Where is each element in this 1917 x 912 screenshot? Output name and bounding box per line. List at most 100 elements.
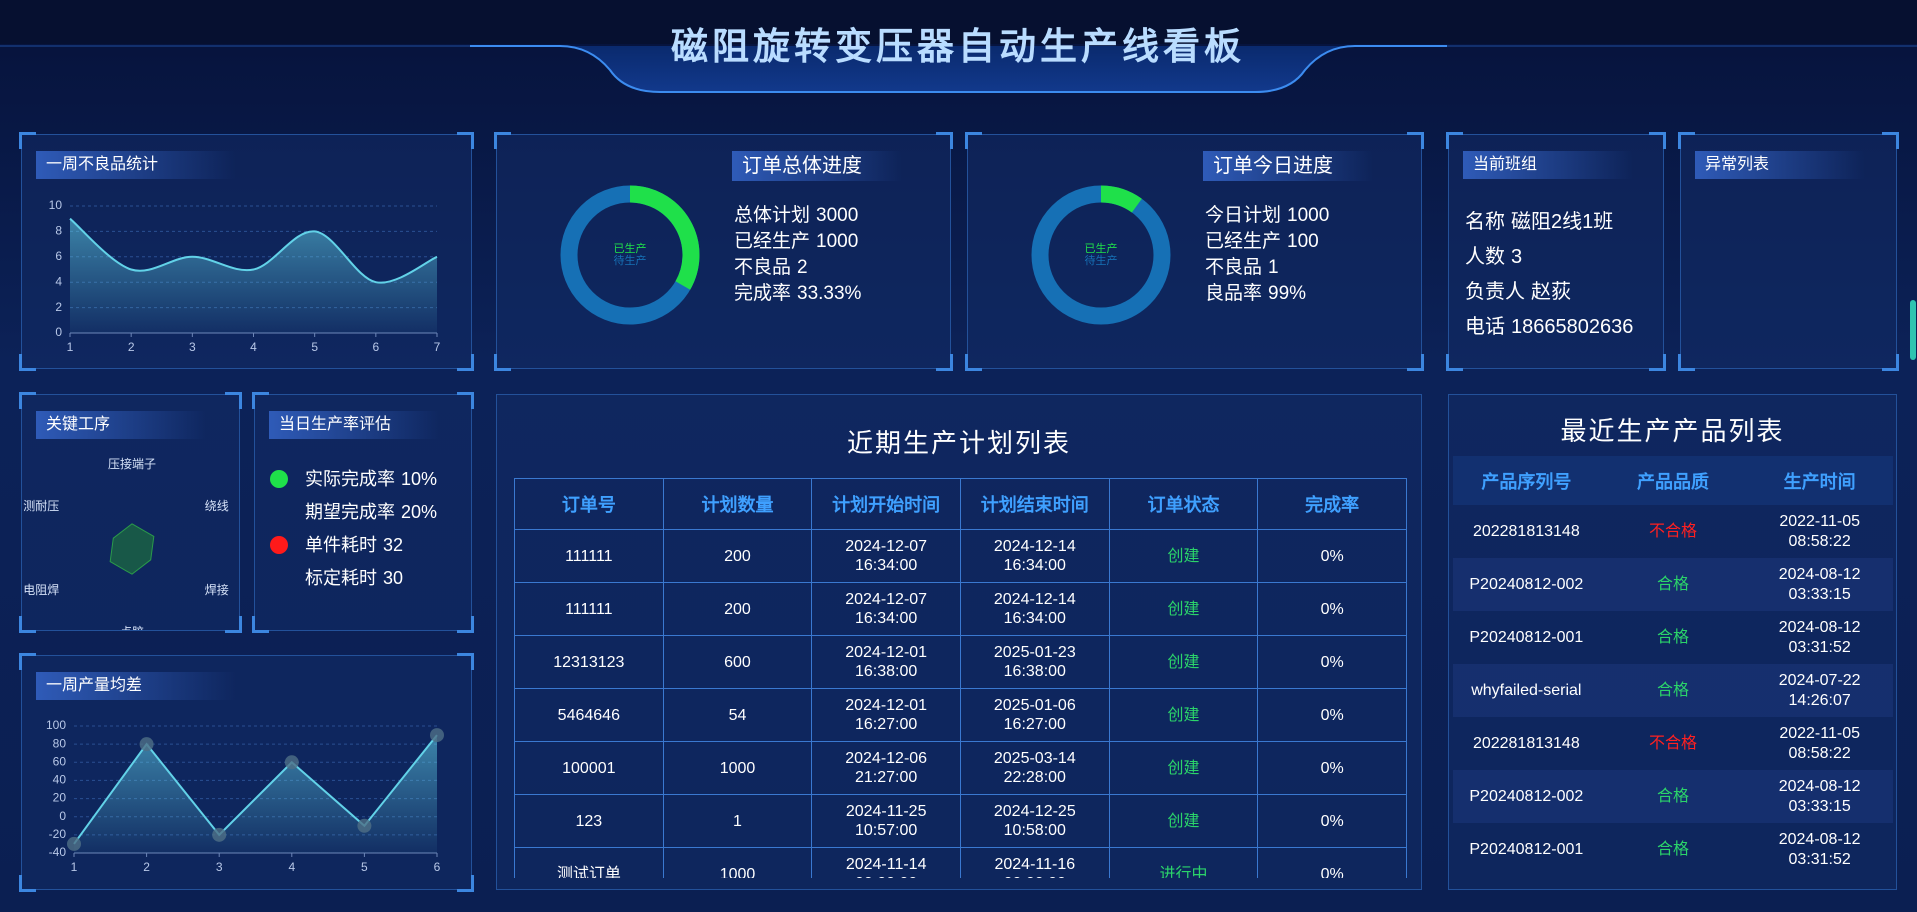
- panel-title: 订单今日进度: [1203, 151, 1373, 181]
- y-tick-label: 0: [55, 325, 62, 339]
- y-tick-label: 40: [53, 773, 67, 787]
- table-row: 123 1 2024-11-25 10:57:00 2024-12-25 10:58:…: [514, 794, 1407, 848]
- table-cell: 2024-12-07 16:34:00: [811, 582, 961, 636]
- table-cell: 0%: [1257, 529, 1407, 583]
- panel: 异常列表: [1678, 132, 1899, 371]
- table-row: 111111 200 2024-12-07 16:34:00 2024-12-14 1…: [514, 529, 1407, 583]
- product-table: 产品序列号 产品品质 生产时间 202281813148 不合格 2022-11-05 0…: [1453, 456, 1893, 876]
- point: [284, 755, 299, 770]
- table-cell: P20240812-001: [1469, 628, 1584, 646]
- y-tick-label: 8: [55, 224, 62, 238]
- panel-title: 异常列表: [1695, 151, 1865, 179]
- corner: [1407, 395, 1421, 409]
- column-header: 订单状态: [1108, 478, 1259, 530]
- corner: [1449, 395, 1463, 409]
- corner: [457, 392, 474, 409]
- corner: [1678, 354, 1695, 371]
- y-tick-label: 80: [53, 736, 67, 750]
- corner: [1649, 354, 1666, 371]
- rate-value: 20%: [401, 502, 438, 522]
- corner: [19, 132, 36, 149]
- stat-label: 已经生产: [1205, 231, 1282, 252]
- y-tick-label: -40: [49, 845, 67, 859]
- table-row: 111111 200 2024-12-07 16:34:00 2024-12-14 1…: [514, 582, 1407, 636]
- corner: [1449, 875, 1463, 889]
- table-wrap: 产品序列号 产品品质 生产时间 202281813148 不合格 2022-11-05 0…: [1453, 456, 1893, 881]
- info-row: 人数 3: [1465, 240, 1522, 269]
- y-tick-label: 4: [55, 274, 62, 288]
- corner: [457, 132, 474, 149]
- panel-title: 关键工序: [36, 411, 206, 439]
- table-cell: 合格: [1656, 628, 1689, 646]
- line-chart: -40 -20 0 20 40 60 80 100 1 2 3 4 5 6: [46, 718, 444, 874]
- stat-value: 100: [1287, 231, 1319, 252]
- stat-value: 99%: [1268, 283, 1307, 304]
- y-tick-label: 60: [53, 754, 67, 768]
- table-cell: 0%: [1257, 794, 1407, 848]
- stat-row: 不良品 2: [734, 255, 861, 281]
- rate-row: 期望完成率 20%: [305, 499, 437, 525]
- donut-label: 已生产: [614, 241, 647, 255]
- table-row: whyfailed-serial 合格 2024-07-22 14:26:07: [1453, 664, 1893, 717]
- table-cell: 2022-11-05 08:58:22: [1779, 724, 1860, 762]
- info-value: 3: [1511, 246, 1523, 268]
- table-cell: 0%: [1257, 582, 1407, 636]
- stat-row: 完成率 33.33%: [734, 281, 861, 307]
- x-tick-label: 2: [143, 860, 150, 874]
- table-cell: whyfailed-serial: [1453, 664, 1600, 717]
- corner: [252, 616, 269, 633]
- x-tick-label: 4: [288, 860, 295, 874]
- table-cell: 0%: [1257, 635, 1407, 689]
- panel: 一周产量均差 -40 -20 0 20 40 60 80 100 1 2 3 4 5 6: [19, 653, 474, 892]
- stat-value: 33.33%: [797, 283, 862, 304]
- scrollbar[interactable]: [1910, 300, 1916, 360]
- area: [70, 218, 437, 333]
- info-label: 人数: [1465, 246, 1505, 268]
- x-tick-label: 6: [434, 860, 441, 874]
- stat-value: 3000: [816, 205, 859, 226]
- stat-value: 2: [797, 257, 808, 278]
- table-cell: 0%: [1257, 741, 1407, 795]
- corner: [457, 616, 474, 633]
- table-cell: 0%: [1257, 847, 1407, 878]
- stat-value: 1000: [816, 231, 859, 252]
- donut-label: 已生产: [1085, 241, 1118, 255]
- stat-row: 良品率 99%: [1205, 281, 1329, 307]
- table-cell: 创建: [1108, 635, 1259, 689]
- x-tick-label: 2: [128, 340, 135, 354]
- table-cell: 12313123: [514, 635, 664, 689]
- table-cell: 54: [662, 688, 813, 742]
- table-row: 5464646 54 2024-12-01 16:27:00 2025-01-06 1…: [514, 688, 1407, 742]
- info-row: 电话 18665802636: [1465, 310, 1633, 339]
- x-tick-label: 3: [216, 860, 223, 874]
- corner: [494, 354, 511, 371]
- corner: [936, 354, 953, 371]
- stat-row: 已经生产 1000: [734, 229, 861, 255]
- panel-title: 订单总体进度: [732, 151, 902, 181]
- corner: [1882, 354, 1899, 371]
- column-header: 计划开始时间: [811, 478, 961, 530]
- table-cell: 2024-08-12 03:33:15: [1746, 558, 1893, 611]
- corner: [19, 875, 36, 892]
- table-cell: 111111: [514, 582, 664, 636]
- panel: 当日生产率评估 实际完成率 10% 期望完成率 20% 单件耗时 32 标定耗时 30: [252, 392, 474, 633]
- column-header: 订单号: [514, 478, 664, 530]
- y-tick-label: 0: [59, 809, 66, 823]
- corner: [1446, 354, 1463, 371]
- corner: [1407, 875, 1421, 889]
- y-tick-label: 100: [46, 718, 66, 732]
- info-row: 负责人 赵荻: [1465, 275, 1571, 304]
- table-cell: 创建: [1108, 741, 1259, 795]
- point: [67, 836, 81, 851]
- indicator-label: 电阻焊: [23, 582, 59, 597]
- stat-label: 良品率: [1205, 283, 1263, 304]
- corner: [1407, 354, 1424, 371]
- info-value: 18665802636: [1511, 316, 1634, 338]
- panel: 订单今日进度 已生产 待生产 今日计划 1000 已经生产 100 不良品 1 良品率 99%: [965, 132, 1424, 371]
- table-cell: 200: [662, 582, 813, 636]
- panel-title: 一周不良品统计: [36, 151, 236, 179]
- table-cell: 1000: [662, 741, 813, 795]
